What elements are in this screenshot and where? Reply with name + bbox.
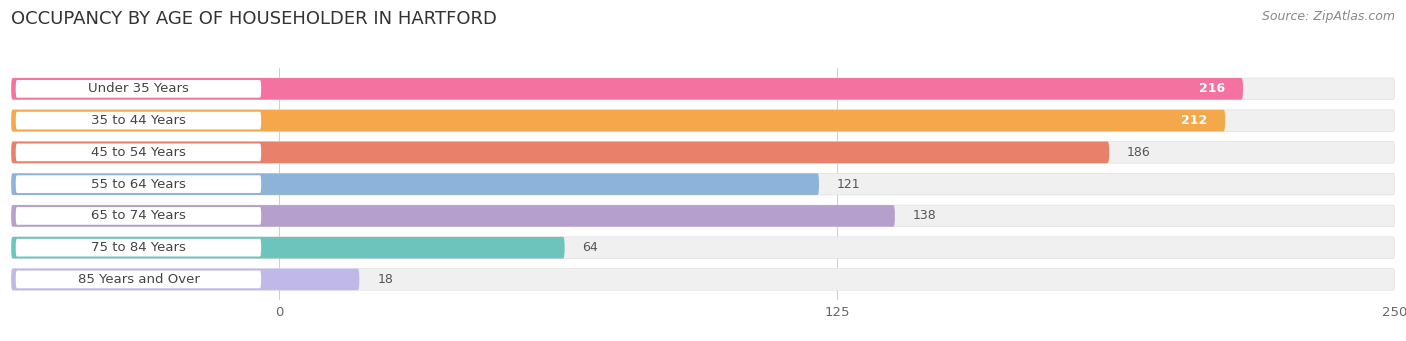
FancyBboxPatch shape: [11, 269, 1395, 290]
Text: 18: 18: [377, 273, 394, 286]
Text: 121: 121: [837, 178, 860, 191]
Text: 186: 186: [1128, 146, 1150, 159]
Text: 65 to 74 Years: 65 to 74 Years: [91, 209, 186, 222]
FancyBboxPatch shape: [11, 110, 1225, 131]
FancyBboxPatch shape: [15, 112, 262, 130]
Text: 138: 138: [912, 209, 936, 222]
Text: 55 to 64 Years: 55 to 64 Years: [91, 178, 186, 191]
FancyBboxPatch shape: [15, 80, 262, 98]
Text: Source: ZipAtlas.com: Source: ZipAtlas.com: [1261, 10, 1395, 23]
Text: OCCUPANCY BY AGE OF HOUSEHOLDER IN HARTFORD: OCCUPANCY BY AGE OF HOUSEHOLDER IN HARTF…: [11, 10, 498, 28]
Text: Under 35 Years: Under 35 Years: [89, 82, 188, 95]
FancyBboxPatch shape: [11, 110, 1395, 131]
FancyBboxPatch shape: [15, 239, 262, 256]
FancyBboxPatch shape: [11, 205, 894, 227]
FancyBboxPatch shape: [15, 144, 262, 161]
FancyBboxPatch shape: [11, 173, 1395, 195]
Text: 35 to 44 Years: 35 to 44 Years: [91, 114, 186, 127]
Text: 45 to 54 Years: 45 to 54 Years: [91, 146, 186, 159]
Text: 64: 64: [582, 241, 598, 254]
FancyBboxPatch shape: [11, 269, 360, 290]
FancyBboxPatch shape: [11, 237, 1395, 258]
Text: 85 Years and Over: 85 Years and Over: [77, 273, 200, 286]
FancyBboxPatch shape: [11, 78, 1395, 100]
FancyBboxPatch shape: [11, 142, 1109, 163]
Text: 75 to 84 Years: 75 to 84 Years: [91, 241, 186, 254]
FancyBboxPatch shape: [11, 237, 565, 258]
FancyBboxPatch shape: [11, 142, 1395, 163]
FancyBboxPatch shape: [15, 270, 262, 288]
FancyBboxPatch shape: [11, 205, 1395, 227]
Text: 212: 212: [1181, 114, 1208, 127]
FancyBboxPatch shape: [11, 78, 1243, 100]
FancyBboxPatch shape: [15, 175, 262, 193]
FancyBboxPatch shape: [15, 207, 262, 225]
FancyBboxPatch shape: [11, 173, 820, 195]
Text: 216: 216: [1199, 82, 1225, 95]
